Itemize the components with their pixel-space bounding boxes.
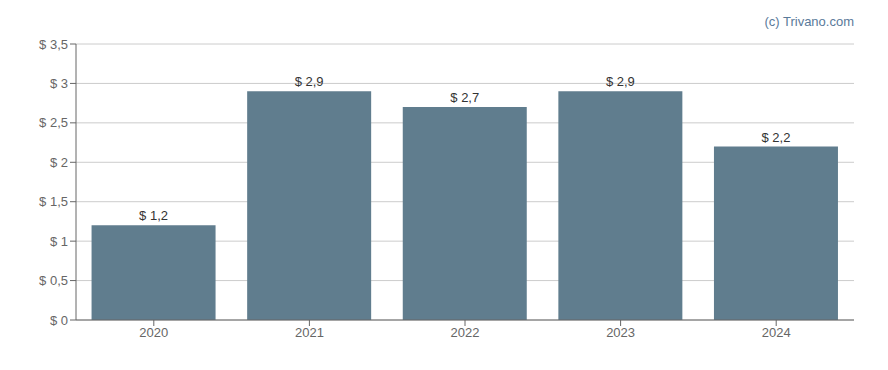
svg-text:$ 1,5: $ 1,5: [39, 194, 68, 209]
html-text:(c) Trivano.com: (c) Trivano.com: [764, 14, 854, 29]
svg-text:2024: 2024: [762, 325, 791, 340]
svg-text:$ 2,7: $ 2,7: [450, 90, 479, 105]
svg-text:2023: 2023: [606, 325, 635, 340]
svg-text:$ 1,2: $ 1,2: [139, 208, 168, 223]
svg-text:$ 0: $ 0: [50, 313, 68, 328]
svg-text:$ 2,5: $ 2,5: [39, 115, 68, 130]
svg-text:$ 2,9: $ 2,9: [295, 74, 324, 89]
svg-text:$ 2,9: $ 2,9: [606, 74, 635, 89]
svg-text:$ 1: $ 1: [50, 234, 68, 249]
svg-text:2022: 2022: [451, 325, 480, 340]
svg-text:$ 0,5: $ 0,5: [39, 273, 68, 288]
svg-text:2021: 2021: [295, 325, 324, 340]
svg-text:$ 2: $ 2: [50, 155, 68, 170]
svg-text:$ 3,5: $ 3,5: [39, 37, 68, 52]
svg-text:2020: 2020: [139, 325, 168, 340]
svg-text:$ 3: $ 3: [50, 76, 68, 91]
svg-text:$ 2,2: $ 2,2: [761, 130, 790, 145]
